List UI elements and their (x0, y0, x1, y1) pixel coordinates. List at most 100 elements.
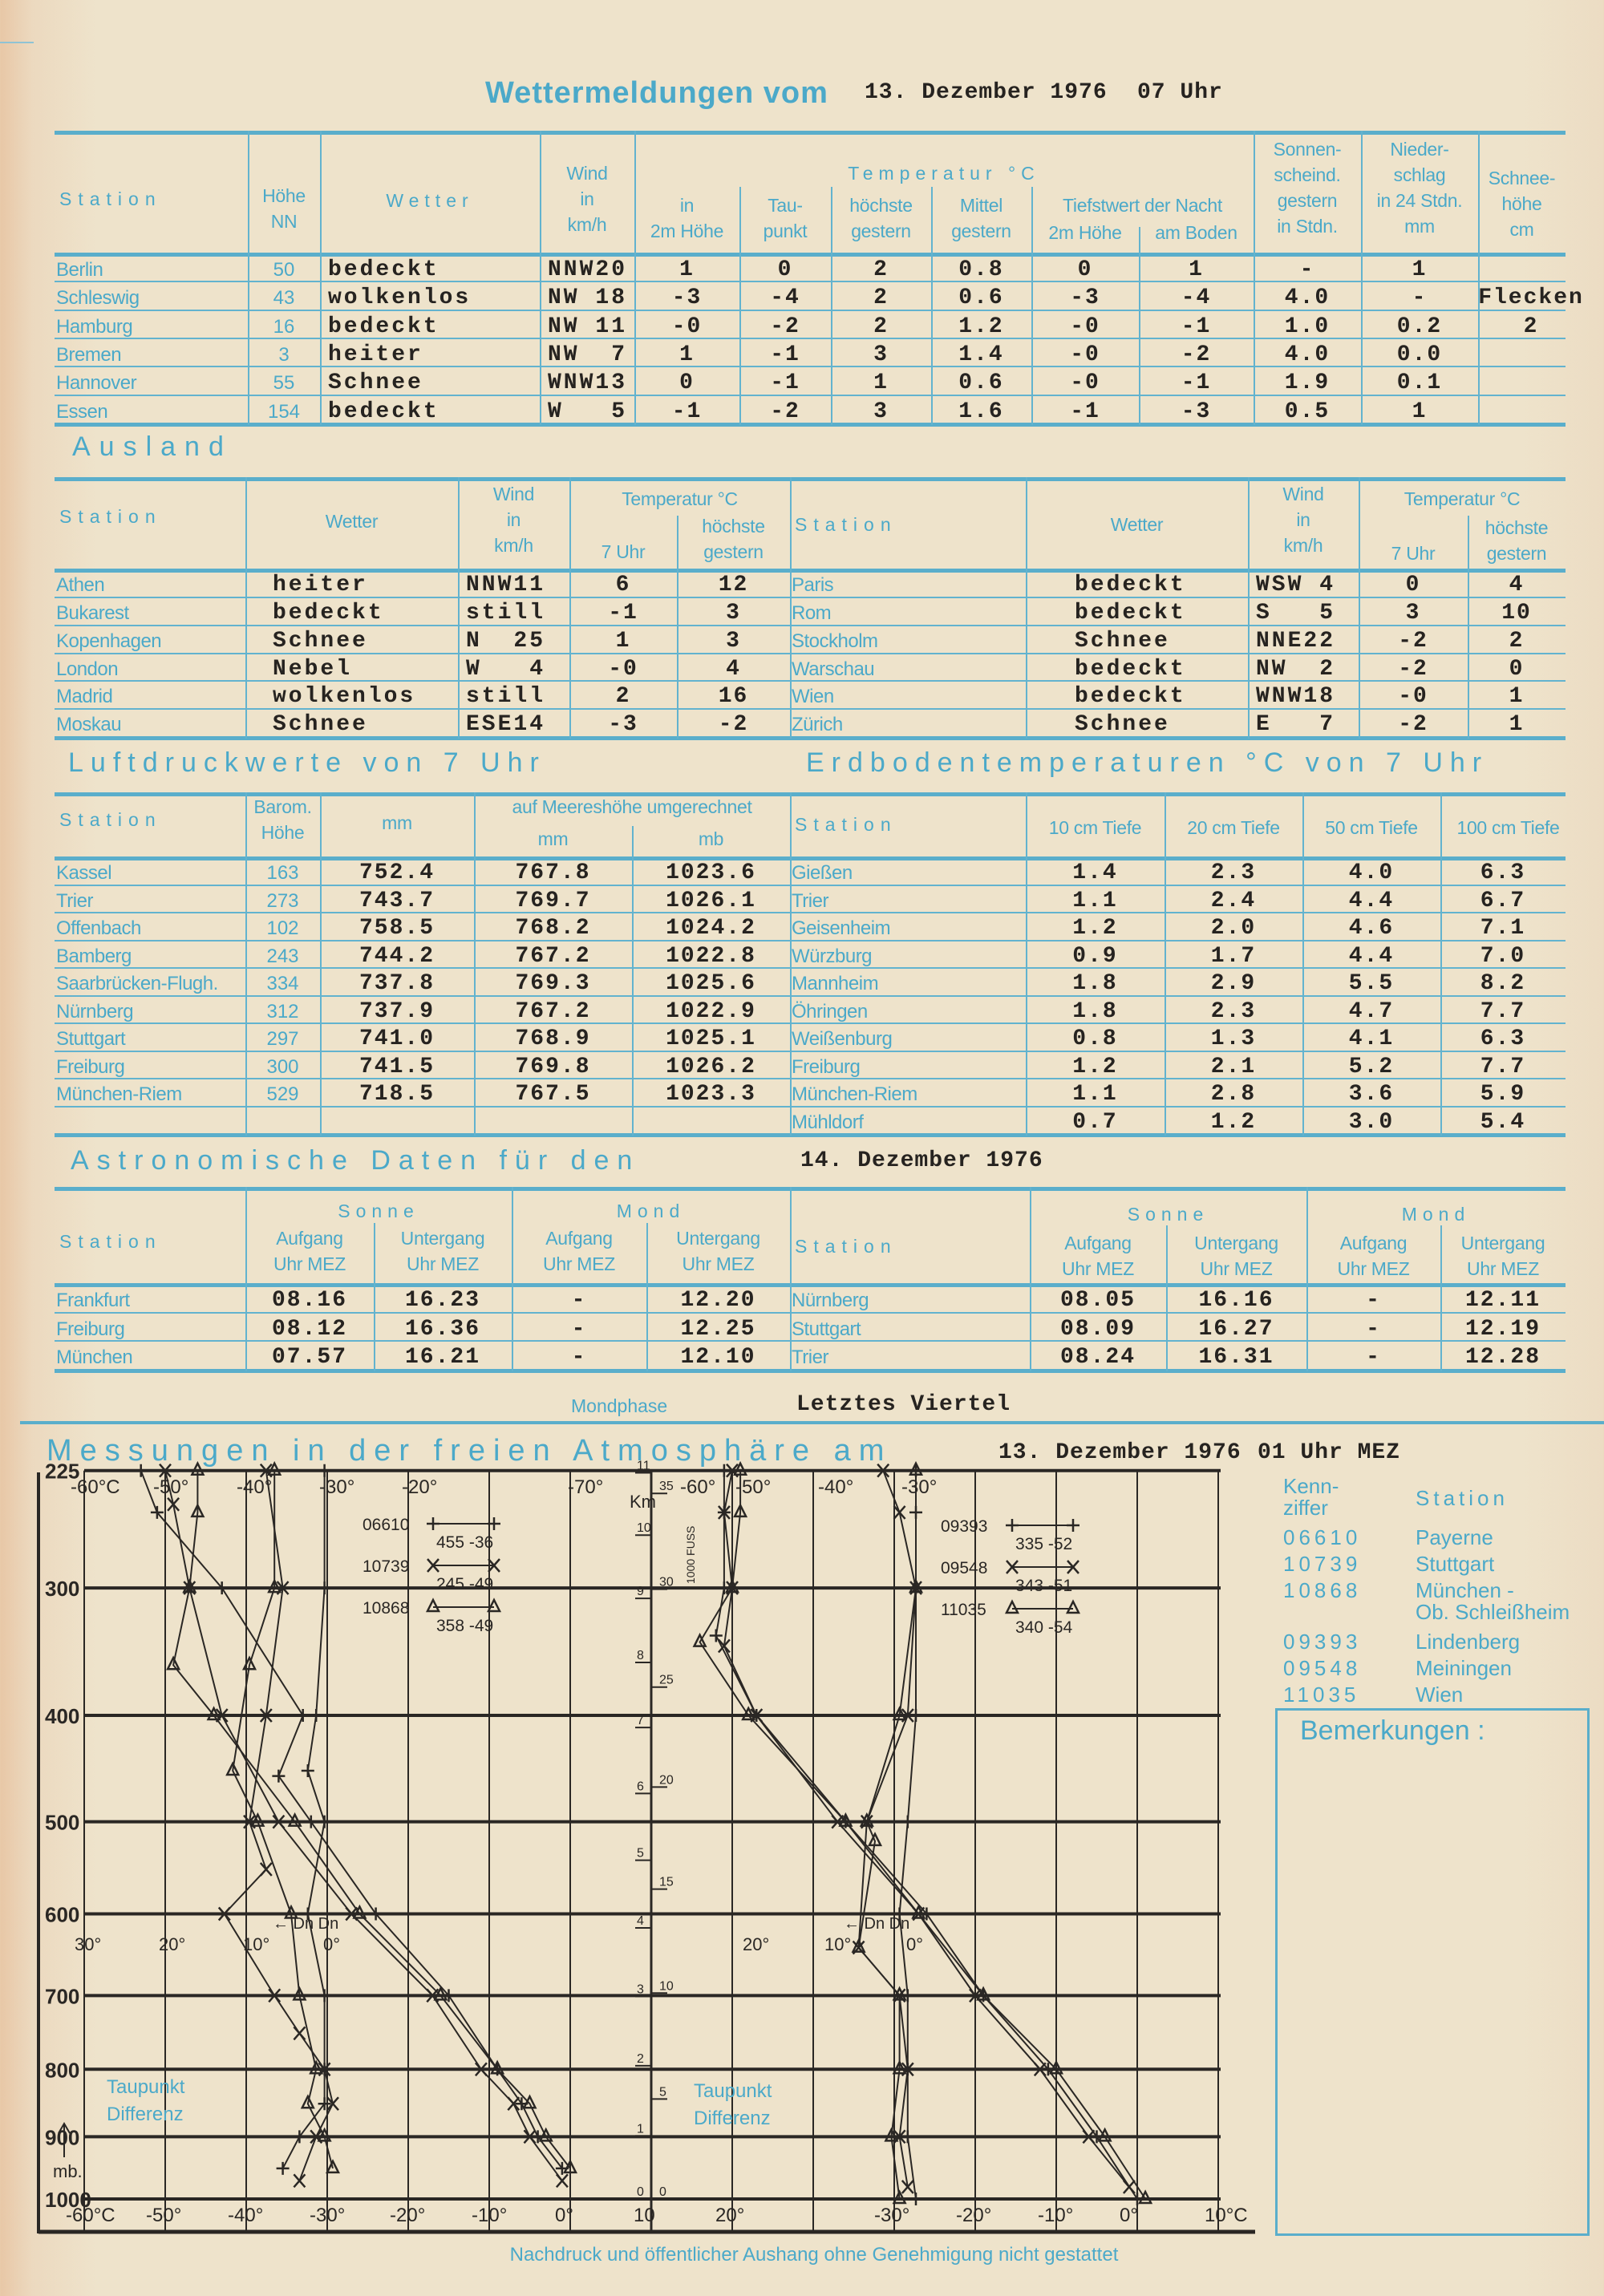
ausland-table-cell-station: Rom (792, 601, 832, 624)
pressure-label: 1000 (45, 2188, 91, 2212)
astro-table-header: Station (795, 1236, 897, 1257)
ausland-table-cell-wind: N 25 (466, 628, 546, 654)
inland-table-cell-station: Hamburg (56, 315, 133, 338)
ausland-table-cell-t7: 1 (615, 628, 631, 654)
dewpoint-difference-profile-10739-cross-marker (326, 2096, 339, 2112)
luftdruck-erdboden-table-cell-hoehe: 334 (266, 973, 299, 994)
ft-tick-label: 35 (659, 1480, 674, 1493)
temperature-profile-06610-plus-marker (134, 1464, 148, 1477)
inland-table-cell-tief2m: -3 (1070, 285, 1100, 311)
astro-table-cell-mu: 12.10 (680, 1345, 756, 1371)
inland-table-cell-station: Essen (56, 400, 108, 423)
astro-table-column-rule (512, 1187, 513, 1371)
tropopause-value: 245 -49 (436, 1575, 493, 1593)
luftdruck-erdboden-table-cell-mb: 1026.2 (666, 1054, 756, 1079)
km-tick-label: 9 (637, 1585, 644, 1598)
luftdruck-erdboden-table-cell-mm_nn: 767.2 (515, 998, 591, 1024)
pressure-label: 600 (45, 1902, 79, 1926)
ausland-table-column-rule (1468, 516, 1469, 739)
ausland-table-cell-t7: -0 (1398, 684, 1428, 710)
inland-table-cell-tiefboden: -1 (1181, 314, 1212, 339)
astro-table-header: Aufgang Uhr MEZ (1337, 1233, 1410, 1279)
ausland-table-cell-t7: -2 (1398, 712, 1428, 738)
luftdruck-erdboden-table-cell-hoehe: 297 (266, 1028, 299, 1050)
dewpoint-difference-profile-10739-cross-marker (259, 1708, 273, 1723)
legend-station: Wien (1416, 1683, 1464, 1707)
ausland-heading: Ausland (72, 431, 233, 462)
inland-table-cell-taupunkt: -1 (770, 342, 800, 367)
inland-table-cell-tiefboden: 1 (1189, 257, 1204, 282)
luftdruck-erdboden-table-column-rule (245, 792, 247, 1136)
inland-table-cell-nieder: 0.2 (1396, 314, 1443, 339)
inland-table-cell-wetter: wolkenlos (328, 285, 472, 311)
legend-code: 11035 (1283, 1683, 1360, 1707)
erdboden-heading: Erdbodentemperaturen °C von 7 Uhr (806, 747, 1489, 778)
luftdruck-erdboden-table-cell-t100: 6.3 (1480, 860, 1526, 885)
inland-table-cell-sonne: 4.0 (1284, 285, 1331, 311)
ausland-table-column-rule (1359, 477, 1360, 739)
tropopause-triangle-marker (486, 1597, 502, 1613)
luftdruck-erdboden-table-cell-t10: 1.2 (1072, 916, 1118, 941)
ausland-table-cell-hoechste: 16 (718, 684, 749, 710)
top-temperature-tick: -30° (901, 1476, 937, 1498)
astro-table-header: Untergang Uhr MEZ (1460, 1233, 1545, 1279)
inland-table-cell-schnee (1478, 369, 1584, 397)
temperature-profile-11035-triangle-marker (692, 1632, 707, 1647)
bottom-temperature-tick: -30° (874, 2205, 909, 2226)
km-tick-label: 11 (637, 1460, 650, 1473)
inland-table-cell-t2m: -0 (671, 314, 703, 339)
ausland-table-cell-hoechste: 4 (1509, 573, 1525, 597)
luftdruck-erdboden-table-cell-station: Trier (56, 889, 93, 912)
dewpoint-difference-label: ← Dn Dn (273, 1915, 338, 1933)
dewpoint-difference-profile-06610-plus-marker (318, 1464, 331, 1477)
luftdruck-erdboden-table-cell-hoehe: 273 (266, 889, 299, 912)
inland-table-cell-mittel: 0.8 (958, 257, 1004, 282)
legend-station: Meiningen (1416, 1656, 1512, 1680)
inland-table-cell-hoechste: 3 (873, 342, 889, 367)
inland-table-cell-sonne: 1.0 (1284, 314, 1331, 339)
astro-table-header: Untergang Uhr MEZ (676, 1228, 760, 1274)
luftdruck-erdboden-table-cell-t20: 2.3 (1210, 860, 1257, 885)
temperature-profile-11035-triangle-marker (733, 1503, 748, 1518)
inland-table-cell-station: Schleswig (56, 287, 140, 310)
dewpoint-difference-profile-09393-plus-marker (901, 1815, 914, 1828)
dewpoint-difference-profile-11035 (857, 1470, 917, 2200)
luftdruck-erdboden-table-column-rule (1026, 792, 1027, 1136)
temperature-profile-10868-triangle-marker (352, 1904, 367, 1919)
inland-table-cell-tiefboden: -4 (1181, 285, 1212, 311)
astro-table-cell-station: Frankfurt (56, 1290, 130, 1311)
ausland-table-cell-station: London (56, 658, 119, 680)
luftdruck-erdboden-table-cell-t50: 4.0 (1348, 860, 1395, 885)
luftdruck-erdboden-table-cell-t50: 4.7 (1348, 998, 1395, 1024)
ausland-table-cell-wetter: wolkenlos (273, 684, 416, 710)
dewpoint-difference-profile-10739-cross-marker (293, 2173, 306, 2189)
luftdruck-erdboden-table-cell-hoehe: 102 (266, 917, 299, 939)
astro-table-header: Mond (1401, 1204, 1471, 1225)
luftdruck-erdboden-table-row-rule (55, 884, 1566, 886)
luftdruck-erdboden-table-cell-mb: 1023.6 (666, 860, 756, 885)
luftdruck-erdboden-table-cell-t10: 0.7 (1072, 1109, 1118, 1135)
pressure-arrow-head-icon (58, 2122, 71, 2134)
inland-table-cell-sonne: 4.0 (1284, 342, 1331, 367)
astro-table-column-rule (1440, 1225, 1442, 1371)
luftdruck-erdboden-table-cell-t20: 2.4 (1210, 888, 1257, 913)
tropopause-triangle-marker (1065, 1599, 1081, 1614)
inland-table-cell-sonne: - (1299, 257, 1315, 282)
luftdruck-erdboden-table-cell-t100: 5.4 (1480, 1109, 1526, 1135)
astro-table-column-rule (1306, 1187, 1308, 1371)
astro-table-column-rule (1030, 1187, 1031, 1371)
luftdruck-erdboden-table-cell-t10: 1.4 (1072, 860, 1118, 885)
top-temperature-tick: -40° (818, 1476, 853, 1498)
inland-table-cell-t2m: 1 (679, 257, 695, 282)
ausland-table-row-rule (55, 624, 1566, 626)
inland-table-cell-tief2m: -0 (1070, 342, 1100, 367)
remarks-label: Bemerkungen : (1300, 1715, 1485, 1746)
tropopause-cross-marker (1067, 1560, 1079, 1574)
inland-table-cell-wind: W 5 (548, 399, 628, 424)
inland-table-cell-hoehe: 55 (273, 372, 295, 395)
taupunkt-differenz-label: Differenz (694, 2108, 771, 2129)
legend-station: Lindenberg (1416, 1630, 1521, 1654)
inland-table-column-rule (831, 187, 832, 425)
legend-header-station: Station (1416, 1486, 1509, 1510)
luftdruck-erdboden-table-cell-hoehe: 243 (266, 945, 299, 967)
